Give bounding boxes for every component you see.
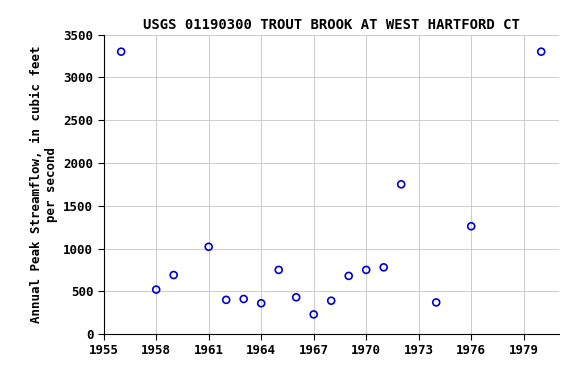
Point [274,267,283,273]
Point [256,300,266,306]
Point [537,49,546,55]
Point [397,181,406,187]
Point [169,272,179,278]
Point [239,296,248,302]
Point [431,300,441,306]
Point [204,244,213,250]
Point [379,264,388,270]
Point [344,273,353,279]
Point [467,223,476,229]
Point [309,311,319,318]
Point [222,297,231,303]
Point [151,286,161,293]
Point [291,294,301,300]
Point [327,298,336,304]
Point [362,267,371,273]
Title: USGS 01190300 TROUT BROOK AT WEST HARTFORD CT: USGS 01190300 TROUT BROOK AT WEST HARTFO… [143,18,520,32]
Point [116,49,126,55]
Y-axis label: Annual Peak Streamflow, in cubic feet
per second: Annual Peak Streamflow, in cubic feet pe… [30,46,58,323]
